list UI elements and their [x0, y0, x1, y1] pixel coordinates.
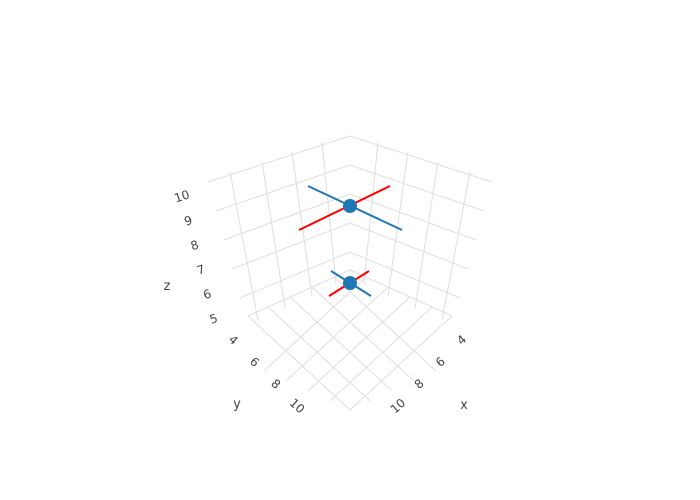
grid-line	[207, 135, 351, 183]
data-marks	[298, 185, 403, 297]
data-point[interactable]	[343, 276, 357, 290]
grid-line	[247, 315, 351, 411]
grid-line	[333, 276, 437, 372]
x-tick-label: 6	[433, 354, 448, 370]
grid-line	[291, 151, 313, 297]
y-tick-label: 10	[287, 396, 308, 417]
z-tick-label: 7	[195, 262, 207, 278]
y-tick-label: 4	[226, 332, 241, 348]
grid-line	[321, 141, 337, 285]
grid-line	[441, 171, 471, 321]
grid-line	[247, 269, 351, 317]
y-axis-title: y	[233, 397, 241, 412]
grid-line	[229, 171, 259, 321]
grid-line	[239, 251, 351, 299]
grid-line	[349, 269, 453, 317]
x-tick-label: 8	[412, 376, 427, 392]
grid-line	[261, 161, 286, 309]
z-tick-label: 6	[201, 287, 213, 303]
x-tick-label: 10	[388, 396, 409, 417]
grid-line	[349, 164, 485, 212]
grid-line	[285, 286, 389, 382]
y-tick-label: 6	[247, 354, 262, 370]
x-tick-label: 4	[454, 332, 469, 348]
grid-line	[263, 276, 367, 372]
grid-line	[387, 151, 409, 297]
gridlines	[207, 135, 493, 411]
grid-line	[267, 306, 371, 402]
grid-line	[363, 141, 379, 285]
grid-line	[349, 193, 477, 241]
grid-line	[349, 251, 461, 299]
z-tick-label: 10	[173, 187, 192, 205]
z-tick-label: 9	[182, 213, 194, 229]
grid-line	[414, 161, 439, 309]
z-tick-label: 5	[208, 311, 220, 327]
grid-line	[329, 306, 433, 402]
x-axis-title: x	[460, 398, 468, 413]
grid-line	[307, 296, 411, 392]
grid-line	[289, 296, 393, 392]
grid-line	[223, 193, 351, 241]
axis-titles: z y x	[164, 279, 469, 413]
grid-line	[311, 286, 415, 382]
grid-line	[349, 135, 493, 183]
z-axis-title: z	[164, 279, 171, 294]
y-tick-label: 8	[268, 376, 283, 392]
grid-line	[215, 164, 351, 212]
data-point[interactable]	[343, 199, 357, 213]
grid-line	[349, 315, 453, 411]
z-tick-label: 8	[189, 238, 201, 254]
